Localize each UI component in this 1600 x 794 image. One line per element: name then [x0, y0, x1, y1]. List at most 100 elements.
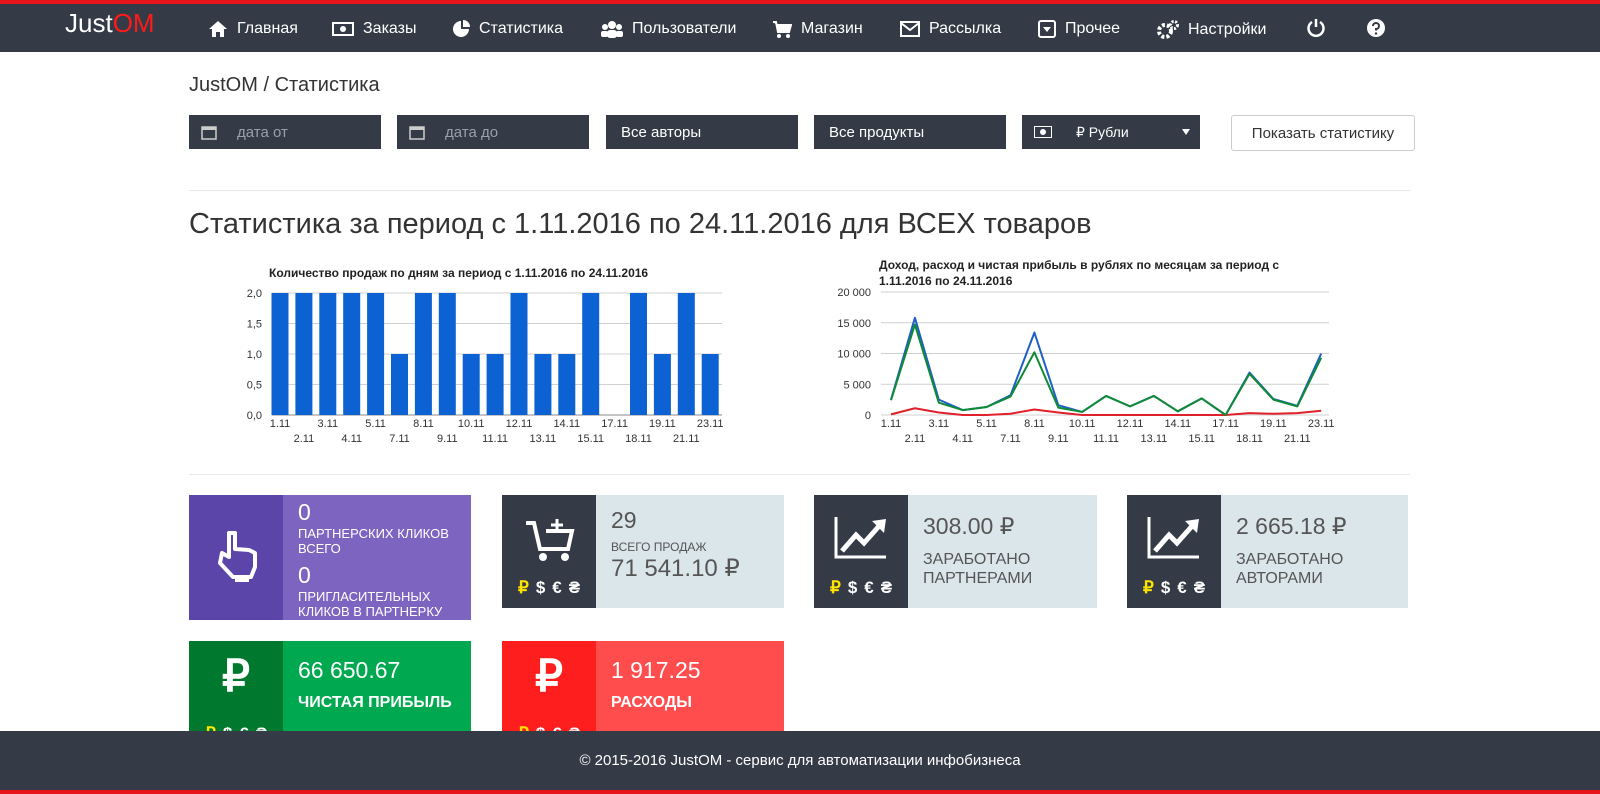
- card-value: 0: [298, 499, 311, 525]
- stat-card: ₽ $ € ₴ 29 ВСЕГО ПРОДАЖ 71 541.10 ₽: [502, 495, 784, 608]
- show-stats-button[interactable]: Показать статистику: [1231, 115, 1415, 151]
- chart-title: Количество продаж по дням за период с 1.…: [269, 266, 649, 280]
- ruble-icon: ₽: [222, 652, 250, 701]
- y-tick-label: 15 000: [837, 318, 871, 330]
- nav-label: Настройки: [1188, 21, 1267, 38]
- icon: [409, 126, 425, 140]
- y-tick-label: 2,0: [247, 288, 262, 300]
- nav-label: Пользователи: [632, 20, 737, 37]
- brand[interactable]: JustOM: [65, 8, 155, 39]
- y-tick-label: 0,5: [247, 380, 262, 392]
- currency[interactable]: ₽: [1143, 578, 1154, 597]
- products-select[interactable]: Все продукты: [814, 115, 1006, 149]
- nav-label: Магазин: [801, 20, 863, 37]
- x-tick-label: 3.11: [929, 418, 950, 430]
- trend-icon: [1147, 517, 1199, 559]
- currency[interactable]: ₽: [830, 578, 841, 597]
- x-tick-label: 12.11: [506, 418, 533, 430]
- y-tick-label: 5 000: [843, 379, 871, 391]
- x-tick-label: 9.11: [1048, 433, 1069, 445]
- currency-switch[interactable]: ₽ $ € ₴: [518, 578, 580, 598]
- x-tick-label: 5.11: [976, 418, 997, 430]
- nav-item[interactable]: Заказы: [332, 20, 416, 38]
- currency[interactable]: ₴: [1193, 578, 1206, 597]
- currency[interactable]: ₽: [518, 578, 529, 597]
- nav-item[interactable]: Настройки: [1157, 20, 1266, 40]
- x-tick-label: 1.11: [270, 418, 291, 430]
- nav-item[interactable]: Магазин: [772, 20, 863, 38]
- card-value: 1 917.25: [611, 657, 701, 683]
- date-to-input[interactable]: дата до: [397, 115, 589, 149]
- date-from-input[interactable]: дата от: [189, 115, 381, 149]
- currency[interactable]: €: [864, 578, 874, 597]
- icon: [1034, 126, 1052, 138]
- hand-icon: [218, 531, 257, 582]
- x-tick-label: 8.11: [1024, 418, 1045, 430]
- y-tick-label: 0,0: [247, 410, 262, 422]
- select-value: ₽ Рубли: [1076, 123, 1129, 140]
- y-tick-label: 10 000: [837, 349, 871, 361]
- card-icon: ₽ $ € ₴: [1127, 495, 1221, 608]
- y-tick-label: 0: [865, 410, 871, 422]
- breadcrumb: JustOM / Статистика: [189, 74, 380, 96]
- bar: [391, 354, 408, 415]
- x-tick-label: 14.11: [553, 418, 580, 430]
- icon: [453, 20, 470, 37]
- nav-item[interactable]: Статистика: [452, 20, 563, 38]
- bar: [319, 293, 337, 415]
- stat-card: ₽ $ € ₴ 308.00 ₽ ЗАРАБОТАНО ПАРТНЕРАМИ: [814, 495, 1097, 608]
- x-tick-label: 15.11: [577, 433, 604, 445]
- icon: [332, 22, 354, 36]
- icon: [900, 21, 920, 37]
- x-tick-label: 21.11: [1284, 433, 1311, 445]
- help-button[interactable]: [1366, 18, 1386, 38]
- card-value: 308.00 ₽: [923, 513, 1015, 539]
- x-tick-label: 10.11: [458, 418, 485, 430]
- x-tick-label: 17.11: [601, 418, 628, 430]
- x-tick-label: 19.11: [1260, 418, 1287, 430]
- bar: [582, 293, 600, 415]
- currency[interactable]: ₴: [880, 578, 893, 597]
- power-button[interactable]: [1306, 18, 1326, 38]
- currency[interactable]: $: [847, 578, 858, 597]
- bar: [343, 293, 361, 415]
- nav-item[interactable]: Прочее: [1038, 20, 1120, 38]
- y-tick-label: 1,5: [247, 319, 262, 331]
- x-tick-label: 7.11: [389, 433, 410, 445]
- y-tick-label: 1,0: [247, 349, 262, 361]
- series-line: [890, 407, 1322, 416]
- chart-title: Доход, расход и чистая прибыль в рублях …: [879, 258, 1280, 288]
- currency-switch[interactable]: ₽ $ € ₴: [830, 578, 892, 598]
- nav-label: Статистика: [479, 20, 564, 37]
- currency[interactable]: €: [552, 578, 562, 597]
- card-icon: ₽ $ € ₴: [502, 495, 596, 608]
- currency[interactable]: $: [1160, 578, 1171, 597]
- nav-item[interactable]: Рассылка: [900, 20, 1001, 38]
- currency[interactable]: $: [535, 578, 546, 597]
- x-tick-label: 14.11: [1164, 418, 1191, 430]
- currency[interactable]: €: [1177, 578, 1187, 597]
- currency-select[interactable]: ₽ Рубли: [1022, 115, 1200, 149]
- bar: [701, 354, 719, 415]
- cart-icon: [526, 519, 575, 561]
- nav-item[interactable]: Пользователи: [601, 20, 736, 38]
- icon: [773, 21, 792, 38]
- icon: [1038, 20, 1056, 38]
- bar: [438, 293, 456, 415]
- card-label: ПАРТНЕРСКИХ КЛИКОВ ВСЕГО: [298, 526, 449, 556]
- card-value: 2 665.18 ₽: [1236, 513, 1347, 539]
- currency-switch[interactable]: ₽ $ € ₴: [1143, 578, 1205, 598]
- x-tick-label: 2.11: [905, 433, 926, 445]
- icon: [1367, 19, 1385, 37]
- brand-accent: OM: [112, 8, 155, 38]
- card-icon: ₽ $ € ₴: [814, 495, 908, 608]
- navbar: [0, 4, 1600, 52]
- x-tick-label: 8.11: [413, 418, 434, 430]
- stat-card: 0 ПАРТНЕРСКИХ КЛИКОВ ВСЕГО 0 ПРИГЛАСИТЕЛ…: [189, 495, 471, 620]
- x-tick-label: 23.11: [697, 418, 724, 430]
- authors-select[interactable]: Все авторы: [606, 115, 798, 149]
- nav-item[interactable]: Главная: [208, 20, 298, 38]
- currency[interactable]: ₴: [568, 578, 581, 597]
